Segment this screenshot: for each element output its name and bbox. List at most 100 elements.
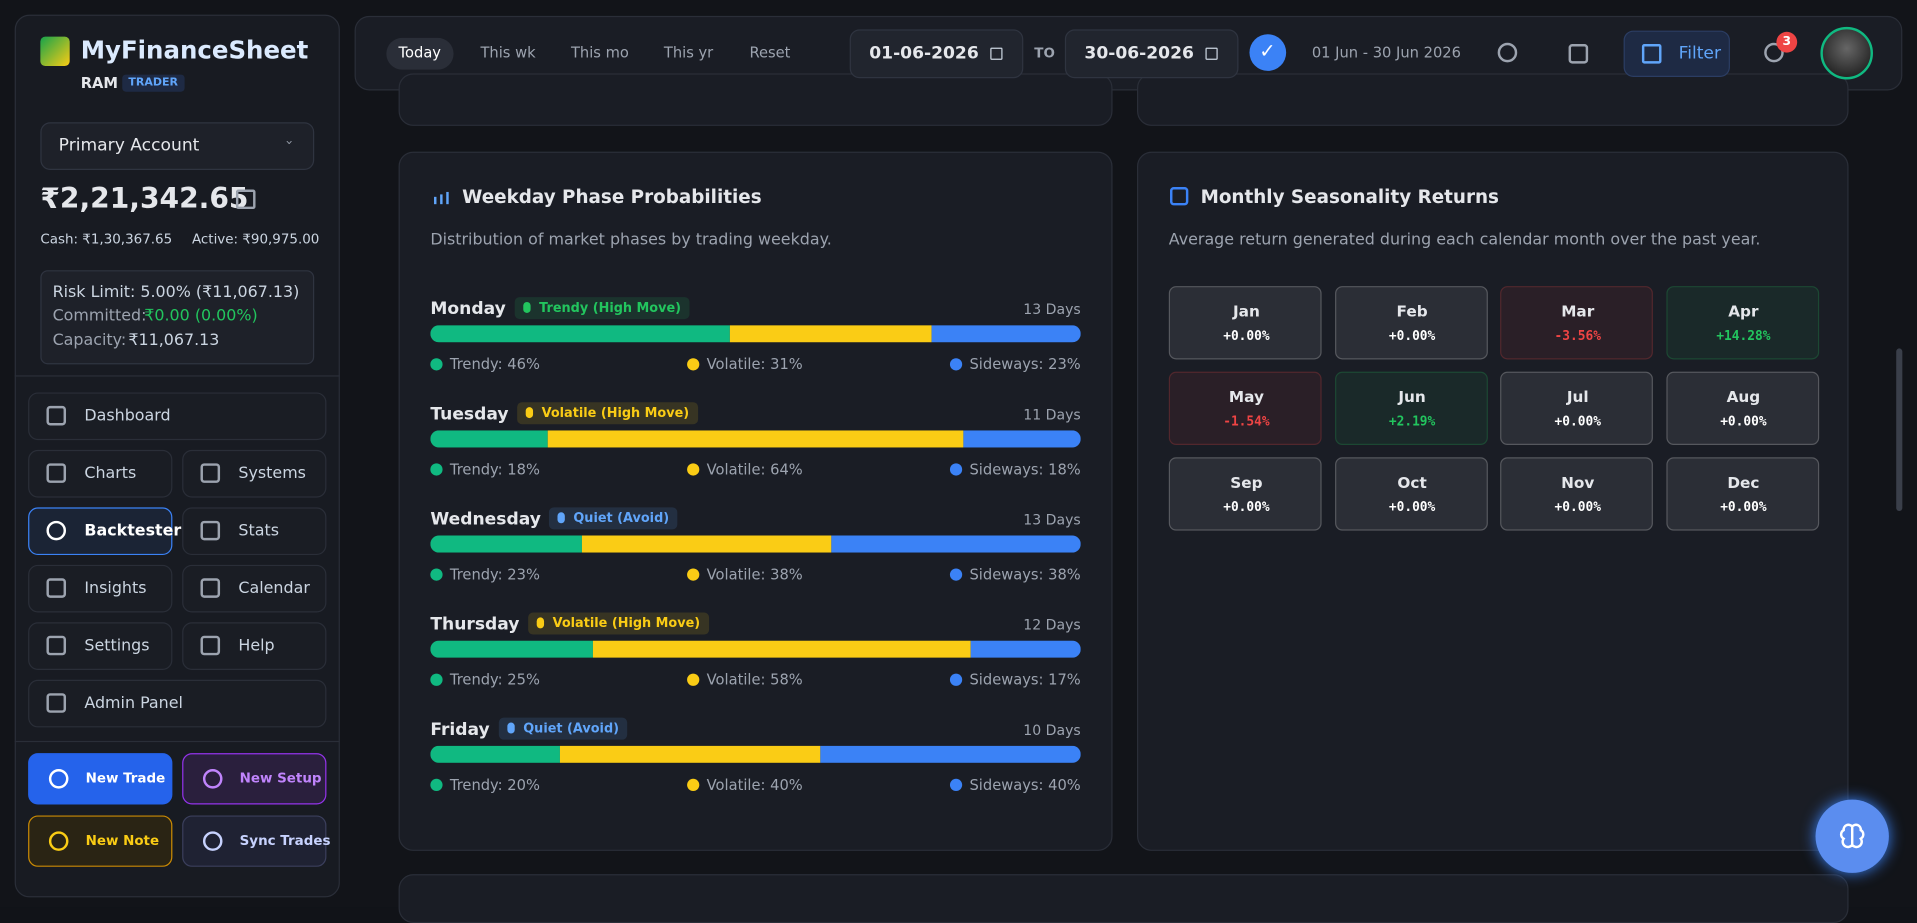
phase-legend: Trendy: 18% Volatile: 64% Sideways: 18%	[430, 460, 1081, 479]
range-tab[interactable]: Reset	[749, 44, 791, 62]
month-tile: May -1.54%	[1168, 371, 1322, 446]
nav-item[interactable]: Settings	[28, 622, 173, 670]
month-name: Jun	[1398, 387, 1426, 406]
action-button[interactable]: New Trade	[28, 753, 173, 805]
icon	[202, 831, 223, 851]
range-tab[interactable]: This mo	[570, 44, 629, 62]
nav-label: Help	[238, 636, 275, 656]
icon[interactable]	[1497, 42, 1518, 63]
legend-item: Volatile: 40%	[687, 776, 803, 793]
nav-item[interactable]: Help	[182, 622, 327, 670]
phase-segment	[963, 430, 1081, 448]
action-button[interactable]: New Note	[28, 815, 173, 867]
nav-item[interactable]: Dashboard	[28, 392, 327, 441]
phase-legend: Trendy: 46% Volatile: 31% Sideways: 23%	[430, 356, 1081, 373]
account-name: Primary Account	[58, 135, 200, 156]
to-label: TO	[1034, 45, 1055, 62]
icon	[200, 578, 221, 598]
month-tile: Jun +2.19%	[1334, 371, 1488, 446]
date-input[interactable]: 01-06-2026	[849, 29, 1024, 79]
month-return: +2.19%	[1388, 414, 1436, 430]
nav-item[interactable]: Stats	[182, 507, 327, 556]
chevron: ›	[281, 139, 296, 145]
month-return: +0.00%	[1554, 414, 1601, 430]
month-tile: Mar -3.56%	[1500, 286, 1653, 360]
date-input[interactable]: 30-06-2026	[1064, 29, 1239, 79]
nav-item[interactable]: Charts	[28, 449, 173, 498]
nav-item[interactable]: Calendar	[182, 564, 327, 613]
month-return: +0.00%	[1388, 328, 1436, 344]
legend-dot	[687, 673, 700, 686]
nav-item[interactable]: Backtester	[28, 507, 181, 556]
icon	[46, 463, 67, 483]
icon	[200, 520, 221, 541]
action-label: New Trade	[85, 770, 166, 787]
phase-badge: Quiet (Avoid)	[548, 507, 678, 530]
phase-legend: Trendy: 20% Volatile: 40% Sideways: 40%	[430, 776, 1081, 793]
action-button[interactable]: Sync Trades	[182, 815, 330, 867]
nav-item[interactable]: Admin Panel	[28, 679, 327, 728]
role-badge: TRADER	[122, 74, 185, 92]
phase-segment	[430, 745, 561, 763]
icon	[200, 463, 221, 483]
legend-dot	[949, 568, 963, 581]
action-label: New Setup	[239, 770, 322, 787]
legend-dot	[687, 463, 700, 476]
phase-segment	[430, 640, 593, 658]
calendar-icon	[1170, 187, 1189, 206]
legend-dot	[687, 778, 700, 792]
phase-segment	[547, 430, 964, 448]
legend-item: Sideways: 40%	[949, 776, 1081, 793]
account-select[interactable]: Primary Account ›	[40, 122, 315, 170]
nav-label: Insights	[84, 579, 147, 598]
nav-label: Charts	[84, 464, 137, 483]
phase-segment	[592, 640, 971, 658]
legend-dot	[949, 358, 963, 371]
phase-segment	[560, 745, 821, 763]
legend-label: Trendy: 25%	[449, 671, 540, 689]
phase-bar	[430, 325, 1081, 343]
legend-item: Trendy: 18%	[430, 461, 540, 478]
icon[interactable]	[235, 189, 256, 210]
day-count: 12 Days	[1023, 616, 1081, 634]
legend-dot	[687, 568, 700, 581]
legend-label: Volatile: 64%	[706, 460, 803, 479]
nav-item[interactable]: Systems	[182, 449, 327, 498]
nav-label: Settings	[84, 636, 150, 656]
apply-button[interactable]: ✓	[1249, 34, 1287, 71]
phase-bar	[430, 535, 1081, 553]
filter-button[interactable]: Filter	[1623, 30, 1730, 78]
icon[interactable]	[1568, 44, 1589, 64]
panel-subtitle: Average return generated during each cal…	[1168, 231, 1761, 250]
seasonality-panel: Monthly Seasonality Returns Average retur…	[1136, 151, 1849, 851]
day-name: Thursday	[430, 614, 520, 635]
calendar-icon	[990, 47, 1003, 60]
calendar-icon	[1205, 47, 1218, 60]
range-tab[interactable]: This wk	[480, 44, 536, 62]
nav-item[interactable]: Insights	[28, 564, 173, 613]
icon	[46, 693, 67, 713]
action-button[interactable]: New Setup	[182, 753, 327, 805]
legend-label: Volatile: 40%	[706, 776, 803, 794]
user: RAM	[80, 74, 118, 92]
month-tile: Jan +0.00%	[1168, 286, 1322, 360]
legend-dot	[430, 568, 443, 581]
icon	[46, 578, 67, 598]
icon[interactable]	[1764, 42, 1784, 63]
committed-value: ₹0.00 (0.00%)	[144, 306, 258, 326]
month-tile: Aug +0.00%	[1665, 371, 1819, 446]
month-return: +0.00%	[1554, 500, 1601, 515]
assistant-button[interactable]	[1815, 799, 1889, 873]
card-above	[398, 73, 1113, 126]
committed-label: Committed:	[52, 306, 147, 326]
avatar[interactable]	[1820, 26, 1873, 80]
legend-item: Trendy: 46%	[430, 356, 540, 373]
chart-icon-bar	[446, 191, 449, 205]
range-tab[interactable]: This yr	[663, 44, 714, 62]
month-name: Sep	[1230, 473, 1263, 492]
phase-legend: Trendy: 25% Volatile: 58% Sideways: 17%	[430, 671, 1081, 689]
month-tile: Oct +0.00%	[1334, 457, 1488, 531]
icon	[48, 831, 69, 851]
panel-subtitle: Distribution of market phases by trading…	[430, 231, 832, 250]
range-tab[interactable]: Today	[386, 37, 454, 70]
